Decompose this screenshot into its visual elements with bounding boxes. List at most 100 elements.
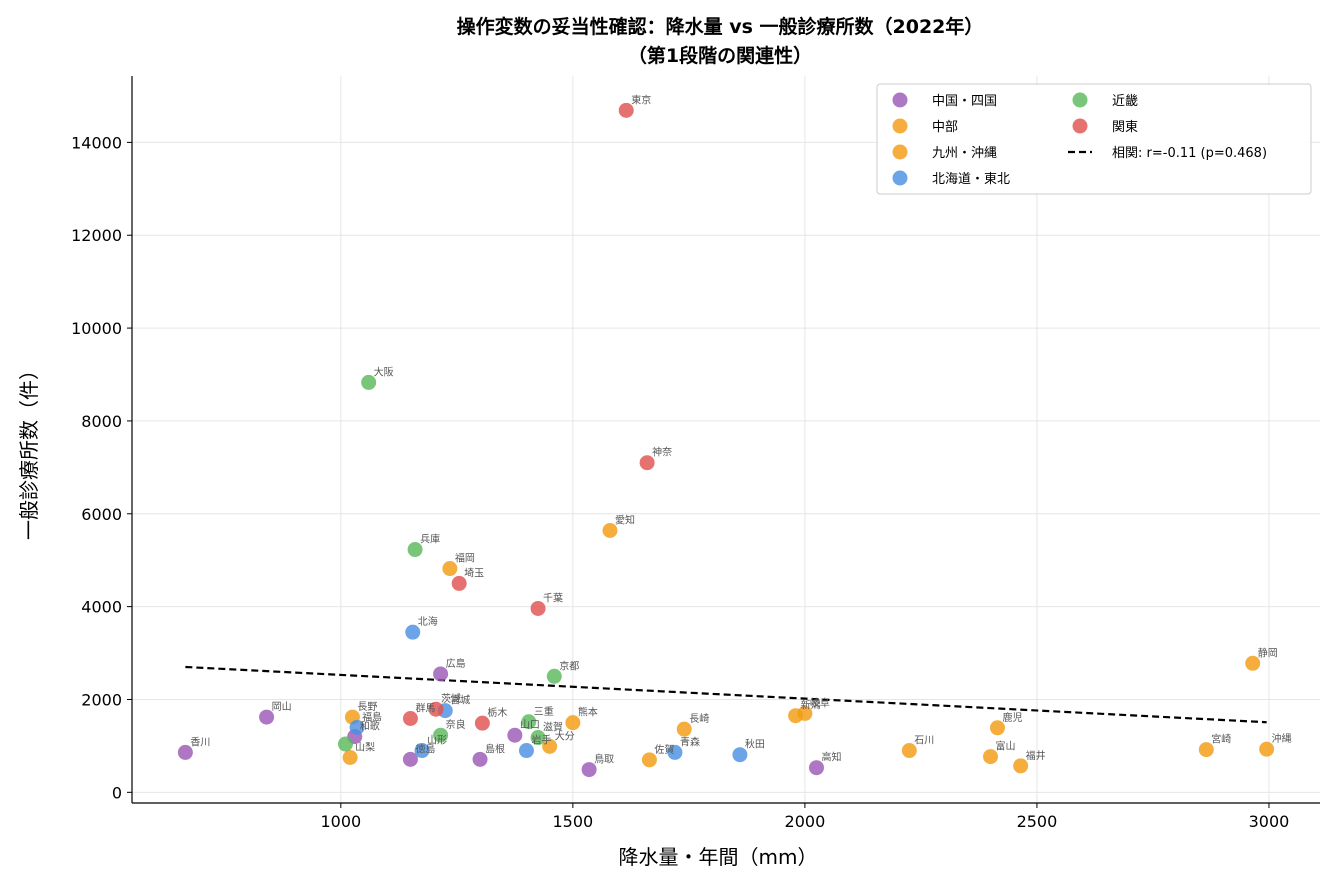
chart-title: 操作変数の妥当性確認：降水量 vs 一般診療所数（2022年）: [457, 15, 984, 38]
point-label: 福井: [1026, 749, 1046, 762]
chart-subtitle: （第1段階の関連性）: [628, 44, 812, 67]
data-point: [442, 561, 458, 577]
legend-box: [876, 83, 1312, 195]
y-tick-label: 2000: [81, 690, 122, 709]
data-point: [177, 744, 193, 760]
legend-label: 相関: r=-0.11 (p=0.468): [1112, 146, 1267, 161]
axes: [131, 76, 1320, 804]
data-point: [676, 721, 692, 737]
point-label: 鹿児: [1002, 711, 1022, 724]
data-point: [530, 730, 546, 746]
data-points-layer: [177, 102, 1275, 778]
data-point: [901, 743, 917, 759]
data-point: [259, 709, 275, 725]
data-point: [521, 714, 537, 730]
data-point: [983, 749, 999, 765]
point-label: 沖縄: [1272, 732, 1292, 745]
point-label: 大分: [555, 729, 575, 742]
data-point: [1198, 742, 1214, 758]
point-label: 山形: [427, 735, 447, 747]
y-axis-label: 一般診療所数（件）: [17, 360, 41, 540]
point-label: 長崎: [689, 712, 709, 725]
data-point: [546, 668, 562, 684]
legend-label: 関東: [1112, 119, 1138, 135]
point-label: 三重: [534, 705, 554, 718]
trendline-layer: [185, 665, 1267, 724]
x-tick-label: 1000: [320, 812, 361, 831]
point-label: 香川: [190, 736, 210, 748]
point-label: 東京: [631, 93, 651, 106]
point-label: 山梨: [355, 741, 375, 754]
data-point: [451, 575, 467, 591]
data-point: [428, 701, 444, 717]
data-point: [518, 743, 534, 759]
point-label: 高知: [821, 751, 841, 764]
point-label: 宮崎: [1211, 733, 1231, 746]
data-point: [474, 715, 490, 731]
point-label: 鳥取: [594, 753, 614, 766]
point-label: 山口: [520, 719, 540, 731]
data-point: [602, 522, 618, 538]
point-label: 和歌: [360, 720, 380, 733]
point-label: 青森: [680, 735, 700, 748]
point-label: 群馬: [415, 702, 435, 715]
point-label: 兵庫: [420, 533, 440, 546]
point-label: 秋田: [745, 738, 765, 751]
point-label: 栃木: [487, 706, 507, 719]
trendline: [185, 665, 1267, 724]
data-point: [1245, 655, 1261, 671]
point-label: 長野: [357, 701, 377, 713]
data-point: [542, 738, 558, 754]
data-point: [581, 762, 597, 778]
data-point: [349, 719, 365, 735]
data-point: [989, 720, 1005, 736]
legend-marker: [892, 144, 908, 160]
legend-marker: [1072, 92, 1088, 108]
legend-label: 中部: [932, 120, 958, 135]
point-label: 北海: [418, 615, 438, 628]
point-label: 広島: [446, 657, 466, 670]
point-label: 岩手: [531, 734, 551, 747]
point-label: 愛知: [615, 513, 635, 526]
data-point: [402, 751, 418, 767]
data-point: [433, 727, 449, 743]
y-tick-label: 4000: [81, 598, 122, 617]
tick-labels: 1000 1500 2000 2500 3000 0 2000 4000 6000 8000 100…: [71, 133, 1289, 831]
point-label: 島根: [485, 742, 505, 755]
point-label: 佐賀: [654, 744, 674, 756]
point-label: 埼玉: [464, 566, 484, 579]
data-point: [618, 102, 634, 118]
x-axis-label: 降水量・年間（mm）: [619, 845, 818, 869]
point-label: 茨城: [441, 692, 461, 705]
legend-marker: [892, 92, 908, 108]
point-label: 新潟: [801, 699, 821, 712]
x-tick-label: 1500: [553, 812, 594, 831]
point-label: 岐阜: [810, 696, 830, 709]
y-tick-label: 10000: [71, 319, 122, 338]
legend-marker: [1072, 118, 1088, 134]
point-label: 福島: [362, 710, 382, 723]
data-point: [808, 760, 824, 776]
data-point: [732, 747, 748, 763]
point-label: 京都: [559, 659, 579, 672]
point-label: 大阪: [374, 365, 394, 378]
point-label: 石川: [914, 736, 934, 747]
y-tick-label: 6000: [81, 505, 122, 524]
x-tick-label: 3000: [1249, 812, 1290, 831]
point-label: 奈良: [446, 718, 466, 731]
data-point: [433, 666, 449, 682]
data-point: [472, 751, 488, 767]
data-point: [507, 727, 523, 743]
y-tick-label: 8000: [81, 412, 122, 431]
data-point: [337, 736, 353, 752]
x-tick-label: 2500: [1017, 812, 1058, 831]
point-label: 富山: [996, 740, 1016, 753]
data-point: [405, 624, 421, 640]
point-label: 福岡: [455, 552, 475, 565]
data-point: [1259, 741, 1275, 757]
y-tick-label: 0: [112, 783, 122, 802]
legend-marker: [892, 170, 908, 186]
data-point: [402, 711, 418, 727]
